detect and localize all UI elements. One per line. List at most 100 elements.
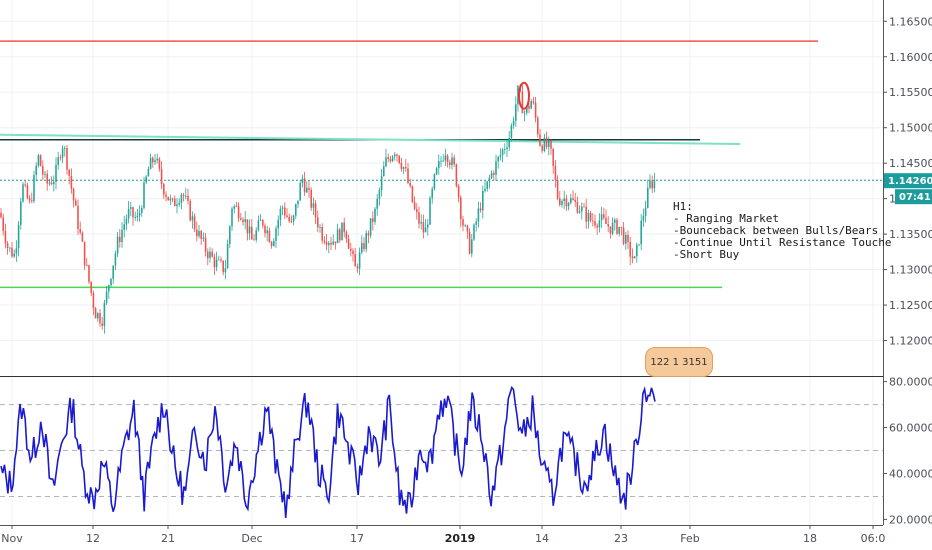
candle-body — [642, 216, 645, 221]
price-tick-label: 1.14500 — [889, 157, 932, 170]
candle-body — [176, 204, 178, 207]
candle-body — [330, 242, 332, 245]
candle-body — [541, 145, 543, 151]
candle-body — [292, 215, 295, 222]
candle-body — [200, 231, 202, 239]
price-tick-label: 1.12500 — [889, 299, 932, 312]
candle-body — [345, 232, 348, 239]
candle-body — [607, 224, 609, 227]
candle-body — [339, 229, 341, 241]
candle-body — [398, 155, 400, 163]
price-tick-label: 1.13000 — [889, 264, 932, 277]
candle-body — [180, 194, 183, 203]
candle-body — [396, 154, 398, 156]
candle-body — [594, 221, 596, 226]
candle-body — [33, 174, 35, 202]
osc-tick-label: 20.0000 — [889, 513, 932, 526]
candle-body — [325, 242, 328, 246]
candle-body — [391, 156, 394, 161]
candle-body — [649, 180, 651, 188]
grid — [0, 0, 883, 524]
symbol-widget[interactable]: 122 1 3151 — [645, 347, 713, 377]
candle-body — [11, 247, 13, 257]
candle-body — [22, 184, 24, 202]
candle-body — [2, 217, 4, 232]
candle-body — [26, 185, 29, 199]
candle-body — [334, 241, 337, 244]
candle-body — [31, 200, 33, 202]
candle-body — [248, 226, 251, 234]
time-tick-label: 17 — [350, 532, 364, 545]
candle-body — [605, 217, 607, 225]
price-lines[interactable] — [0, 40, 883, 289]
candle-body — [636, 244, 638, 257]
candle-body — [411, 186, 414, 203]
candle-body — [202, 237, 205, 239]
candle-body — [75, 200, 77, 206]
candle-body — [99, 313, 101, 324]
candle-body — [477, 208, 480, 222]
candle-body — [543, 137, 546, 151]
candle-body — [149, 157, 152, 170]
candle-body — [101, 323, 103, 326]
candle-body — [116, 236, 119, 254]
candle-body — [277, 219, 279, 229]
candle-body — [235, 206, 238, 208]
candle-body — [464, 225, 466, 227]
candle-body — [211, 251, 213, 257]
candle-body — [132, 207, 134, 218]
candle-body — [625, 234, 627, 244]
candle-body — [565, 198, 568, 207]
candle-body — [402, 167, 405, 169]
candle-body — [372, 218, 374, 222]
oscillator-axis[interactable]: 80.0000 60.0000 40.0000 20.0000 — [883, 376, 932, 527]
candle-body — [125, 218, 128, 225]
time-tick-label: 23 — [614, 532, 628, 545]
candle-body — [4, 231, 7, 244]
candle-body — [347, 238, 350, 249]
candle-body — [224, 268, 227, 273]
candle-body — [385, 157, 387, 167]
candle-body — [268, 230, 271, 243]
candle-body — [545, 137, 548, 147]
candle-body — [141, 208, 143, 213]
candle-body — [350, 248, 352, 251]
countdown-label: 07:41 — [899, 192, 931, 203]
candle-body — [442, 160, 444, 162]
price-axis[interactable]: 1.165001.160001.155001.150001.145001.140… — [883, 15, 932, 348]
candle-body — [640, 220, 642, 245]
candle-body — [578, 211, 581, 213]
candle-body — [352, 250, 354, 255]
annotation-note[interactable]: H1: - Ranging Market -Bounceback between… — [673, 200, 892, 261]
candle-body — [138, 212, 141, 216]
candle-body — [50, 182, 53, 185]
candle-body — [369, 218, 372, 236]
candle-body — [105, 291, 108, 303]
candle-body — [609, 226, 612, 234]
candle-body — [160, 168, 163, 185]
annotation-line-1: H1: — [673, 200, 693, 213]
time-axis[interactable]: Nov 12 21 Dec 17 2019 14 23 Feb 18 06:0 — [1, 525, 885, 545]
trend-line — [0, 133, 741, 146]
candle-body — [413, 202, 416, 209]
candle-body — [510, 125, 513, 139]
candle-body — [405, 167, 407, 169]
price-candles — [0, 83, 656, 334]
highlight-marker — [518, 81, 530, 110]
candle-body — [57, 157, 59, 165]
candle-body — [647, 187, 649, 208]
candle-body — [44, 173, 46, 175]
price-tick-label: 1.15000 — [889, 122, 932, 135]
candle-body — [515, 104, 517, 121]
candle-body — [77, 205, 79, 229]
candle-body — [455, 164, 458, 187]
candle-body — [312, 203, 315, 208]
candle-body — [314, 203, 317, 218]
candle-body — [416, 208, 418, 213]
candle-body — [501, 149, 504, 156]
candle-body — [233, 206, 235, 209]
candle-body — [286, 215, 288, 217]
annotation-line-5: -Short Buy — [673, 248, 740, 261]
candle-body — [143, 182, 145, 209]
